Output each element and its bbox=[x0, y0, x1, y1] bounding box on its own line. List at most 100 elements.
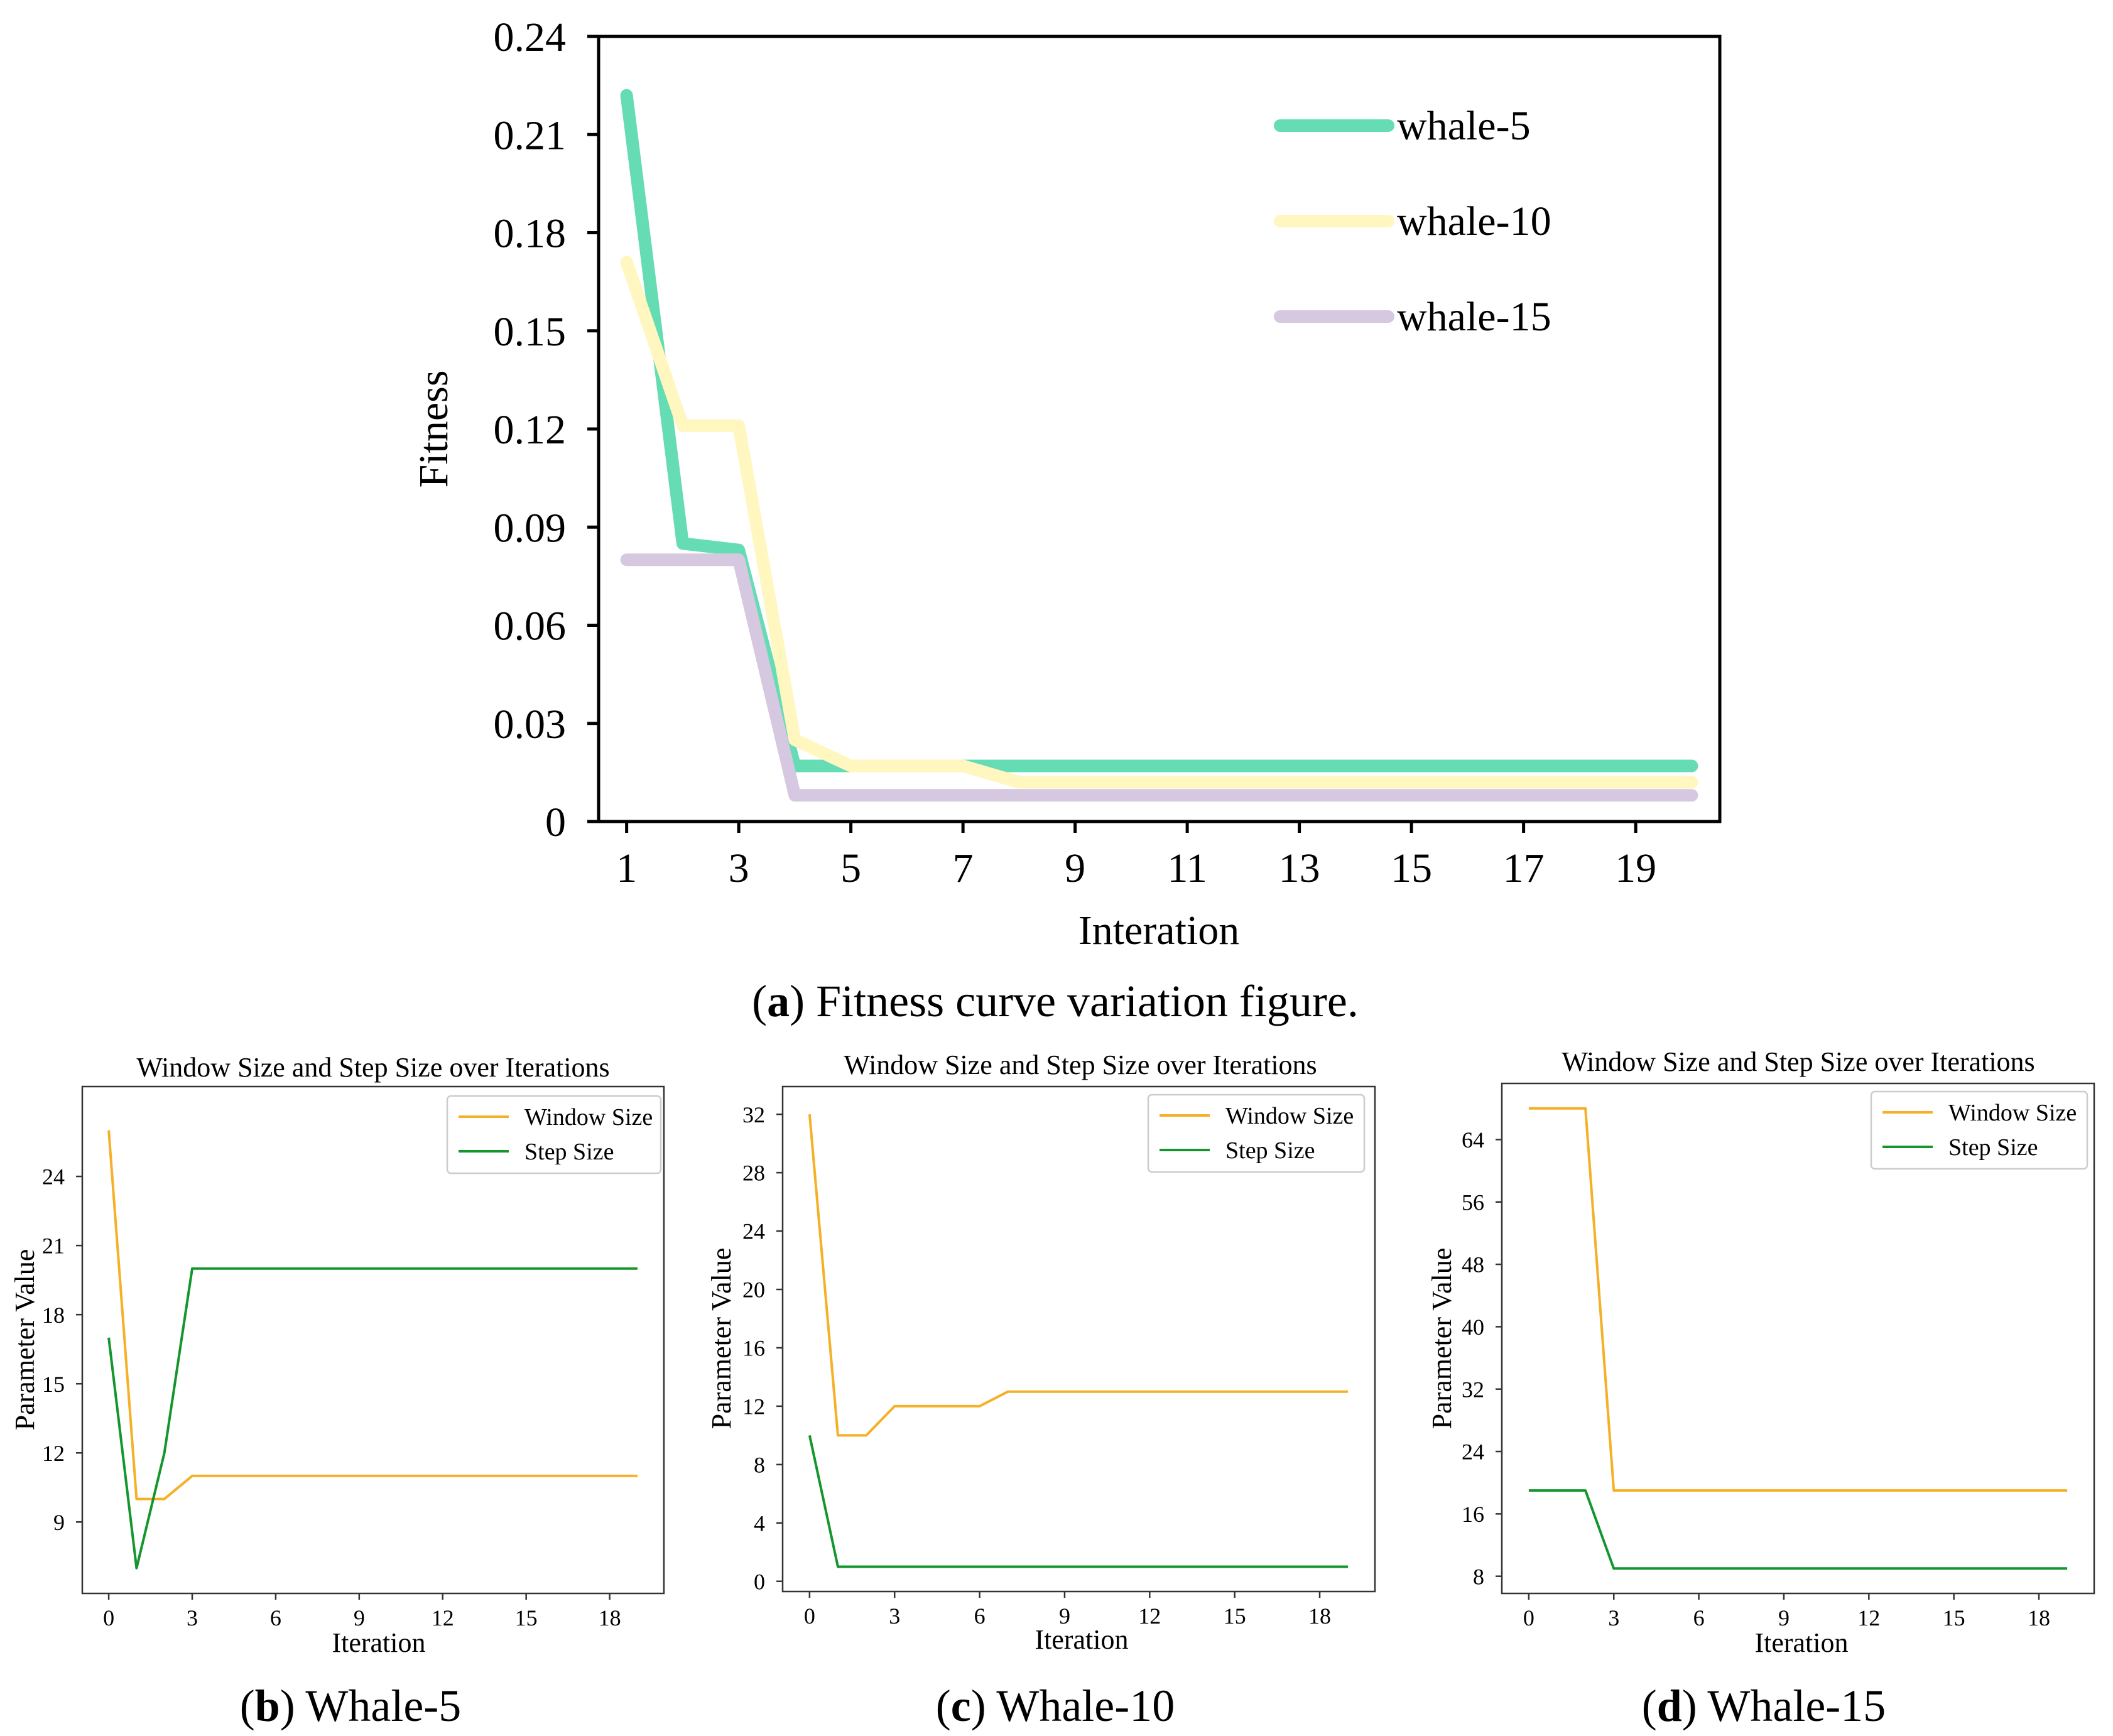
x-tick-label: 5 bbox=[840, 845, 861, 891]
legend: Window Size Step Size bbox=[446, 1095, 662, 1175]
y-tick-label: 12 bbox=[42, 1441, 65, 1466]
whale-5-chart: Window Size and Step Size over Iteration… bbox=[9, 1052, 665, 1731]
y-ticks: 9 12 15 18 21 24 bbox=[42, 1164, 82, 1535]
x-tick-label: 0 bbox=[804, 1603, 815, 1629]
series-line-step-size bbox=[808, 1435, 1349, 1568]
y-tick-label: 24 bbox=[1462, 1440, 1484, 1465]
plot-frame bbox=[81, 1085, 665, 1595]
legend-item: whale-5 bbox=[1274, 103, 1531, 149]
series-group bbox=[808, 1114, 1349, 1568]
legend-item: Window Size bbox=[1160, 1103, 1354, 1129]
x-axis-label: Iteration bbox=[1754, 1627, 1848, 1658]
y-tick-label: 48 bbox=[1462, 1252, 1484, 1278]
y-tick-label: 0.21 bbox=[494, 112, 567, 158]
x-tick-label: 3 bbox=[729, 845, 749, 891]
legend-item: Step Size bbox=[459, 1139, 614, 1165]
figure-caption: (a) Fitness curve variation figure. bbox=[752, 976, 1359, 1026]
y-axis-label: Parameter Value bbox=[1426, 1248, 1457, 1429]
y-tick-label: 0.06 bbox=[494, 604, 567, 649]
y-tick-label: 12 bbox=[742, 1394, 765, 1419]
x-tick-label: 19 bbox=[1615, 845, 1656, 891]
y-tick-label: 0 bbox=[754, 1569, 765, 1594]
y-axis-label: Parameter Value bbox=[706, 1248, 737, 1429]
x-tick-label: 18 bbox=[1308, 1603, 1331, 1629]
y-ticks: 8 16 24 32 40 48 56 64 bbox=[1462, 1127, 1502, 1589]
y-tick-label: 4 bbox=[754, 1511, 765, 1536]
y-tick-label: 56 bbox=[1462, 1190, 1484, 1215]
legend-box bbox=[1870, 1090, 2089, 1170]
y-tick-label: 0.03 bbox=[494, 702, 567, 747]
legend-item: Window Size bbox=[459, 1104, 653, 1131]
legend: whale-5 whale-10 whale-15 bbox=[1274, 103, 1551, 340]
x-tick-label: 9 bbox=[1059, 1603, 1070, 1629]
whale-10-chart: Window Size and Step Size over Iteration… bbox=[706, 1050, 1376, 1731]
x-tick-label: 3 bbox=[1608, 1605, 1619, 1630]
x-tick-label: 9 bbox=[354, 1605, 365, 1630]
chart-title: Window Size and Step Size over Iteration… bbox=[844, 1050, 1317, 1080]
y-tick-label: 32 bbox=[1462, 1377, 1484, 1402]
y-tick-label: 0.12 bbox=[494, 407, 567, 453]
legend-label: whale-10 bbox=[1397, 198, 1551, 244]
x-tick-label: 0 bbox=[1523, 1605, 1535, 1630]
figure-caption: (b) Whale-5 bbox=[240, 1681, 462, 1731]
legend-label: Window Size bbox=[1948, 1100, 2077, 1126]
legend-item: Step Size bbox=[1160, 1137, 1315, 1164]
series-line-window-size bbox=[808, 1114, 1349, 1437]
series-line-whale-10 bbox=[620, 256, 1698, 789]
x-tick-label: 18 bbox=[2028, 1605, 2050, 1630]
x-tick-label: 1 bbox=[616, 845, 637, 891]
y-tick-label: 0.15 bbox=[494, 309, 567, 355]
y-tick-label: 0.09 bbox=[494, 505, 567, 551]
legend-label: whale-15 bbox=[1397, 294, 1551, 340]
y-tick-label: 16 bbox=[742, 1336, 765, 1361]
y-ticks: 0 0.03 0.06 0.09 0.12 0.15 0.18 0.21 0.24 bbox=[494, 14, 599, 845]
x-tick-label: 11 bbox=[1167, 845, 1207, 891]
x-tick-label: 6 bbox=[270, 1605, 281, 1630]
whale-15-chart: Window Size and Step Size over Iteration… bbox=[1426, 1046, 2095, 1731]
legend-label: whale-5 bbox=[1397, 103, 1531, 149]
y-tick-label: 15 bbox=[42, 1372, 65, 1397]
x-tick-label: 6 bbox=[974, 1603, 986, 1629]
series-line-window-size bbox=[1528, 1107, 2068, 1492]
x-ticks: 1 3 5 7 9 11 13 15 17 19 bbox=[616, 822, 1656, 891]
x-tick-label: 0 bbox=[103, 1605, 114, 1630]
x-tick-label: 3 bbox=[187, 1605, 198, 1630]
x-tick-label: 12 bbox=[1857, 1605, 1880, 1630]
figure-caption: (d) Whale-15 bbox=[1642, 1681, 1886, 1731]
plot-frame bbox=[1501, 1082, 2095, 1595]
x-axis-label: Iteration bbox=[332, 1627, 425, 1658]
y-tick-label: 32 bbox=[742, 1102, 765, 1127]
plot-frame bbox=[781, 1085, 1376, 1593]
x-tick-label: 15 bbox=[1391, 845, 1432, 891]
x-ticks: 0 3 6 9 12 15 18 bbox=[1523, 1593, 2050, 1630]
x-tick-label: 9 bbox=[1065, 845, 1085, 891]
y-tick-label: 9 bbox=[53, 1510, 65, 1535]
x-tick-label: 12 bbox=[1138, 1603, 1161, 1629]
fitness-chart: 1 3 5 7 9 11 13 15 17 19 00.030.060.090.120.150.1… bbox=[411, 14, 1722, 1026]
x-tick-label: 18 bbox=[599, 1605, 621, 1630]
x-tick-label: 7 bbox=[953, 845, 974, 891]
x-tick-label: 15 bbox=[515, 1605, 538, 1630]
legend-label: Step Size bbox=[1225, 1137, 1315, 1164]
figure-caption: (c) Whale-10 bbox=[936, 1681, 1175, 1731]
x-tick-label: 15 bbox=[1943, 1605, 1965, 1630]
series-line-whale-5 bbox=[620, 89, 1698, 773]
y-tick-label: 64 bbox=[1462, 1127, 1484, 1153]
x-tick-label: 9 bbox=[1778, 1605, 1790, 1630]
series-group bbox=[107, 1130, 638, 1570]
x-tick-label: 3 bbox=[889, 1603, 900, 1629]
y-axis-label: Fitness bbox=[411, 370, 457, 487]
legend: Window Size Step Size bbox=[1147, 1093, 1366, 1173]
chart-title: Window Size and Step Size over Iteration… bbox=[1562, 1046, 2034, 1077]
legend-box bbox=[446, 1095, 662, 1175]
series-line-whale-15 bbox=[620, 553, 1698, 802]
y-tick-label: 24 bbox=[42, 1164, 65, 1190]
legend-label: Window Size bbox=[524, 1104, 653, 1131]
legend: Window Size Step Size bbox=[1870, 1090, 2089, 1170]
legend-item: Window Size bbox=[1882, 1100, 2077, 1126]
legend-label: Step Size bbox=[524, 1139, 614, 1165]
y-tick-label: 16 bbox=[1462, 1502, 1484, 1527]
y-tick-label: 0.24 bbox=[494, 14, 567, 60]
x-axis-label: Iteration bbox=[1035, 1624, 1128, 1655]
